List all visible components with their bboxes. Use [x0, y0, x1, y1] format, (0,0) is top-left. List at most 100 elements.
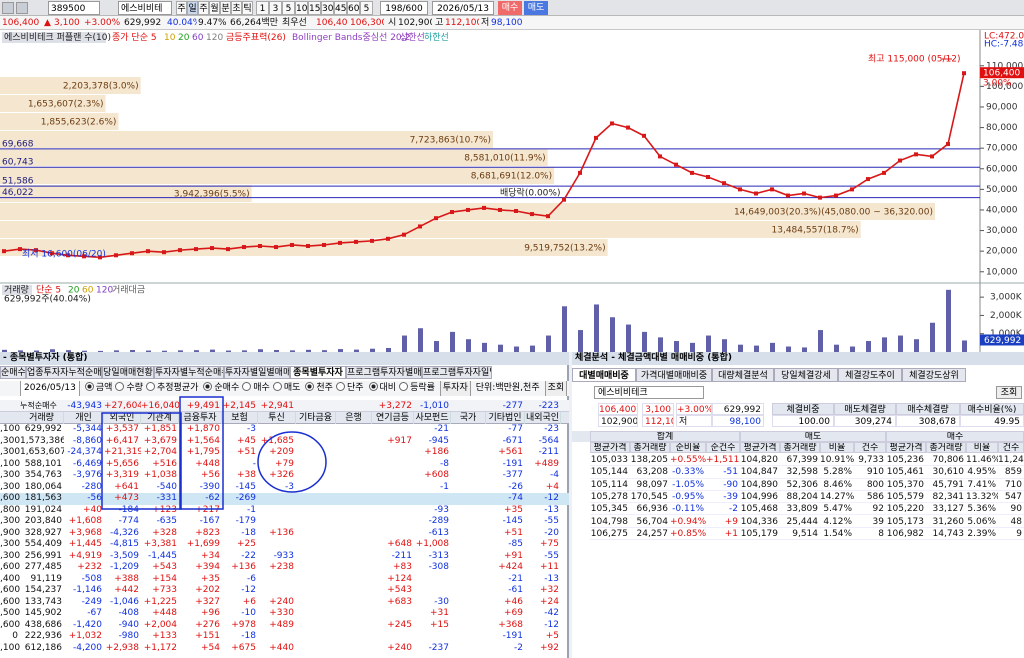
table-cell: +151	[195, 631, 220, 641]
y-tick-label: 80,000	[986, 123, 1018, 133]
interval-button[interactable]: 5	[282, 1, 295, 15]
table-cell: -613	[428, 527, 449, 538]
column-header: 건수	[998, 442, 1024, 453]
tab[interactable]: 투자자별일별매매	[224, 366, 290, 379]
code-input[interactable]: 389500	[48, 1, 100, 15]
column-header: 거래량	[20, 412, 64, 424]
radio-option[interactable]: 천주	[305, 381, 333, 396]
interval-button[interactable]: 3	[269, 1, 282, 15]
table-cell: +543	[387, 585, 412, 595]
group-header: 매수	[886, 431, 1024, 442]
period-button[interactable]: 일	[187, 1, 198, 15]
table-cell: 4.95%	[966, 467, 998, 479]
action-button[interactable]: 조회	[544, 381, 568, 396]
radio-dot[interactable]	[203, 382, 213, 391]
radio-dot[interactable]	[335, 382, 345, 391]
column-header: 외국인	[104, 412, 141, 424]
radio-option[interactable]: 단주	[335, 381, 364, 396]
table-cell: +328	[152, 527, 177, 538]
legend-item: 20	[68, 286, 80, 296]
menu-icon[interactable]	[2, 2, 14, 14]
interval-button[interactable]: 15	[308, 1, 321, 15]
tab[interactable]: 업종투자자누적순매수	[26, 366, 102, 379]
tab[interactable]: 순매수	[0, 366, 26, 379]
radio-dot[interactable]	[115, 382, 125, 391]
period-button[interactable]: 틱	[242, 1, 253, 15]
radio-label: 천주	[316, 383, 333, 393]
interval-button[interactable]: 30	[321, 1, 334, 15]
period-button[interactable]: 월	[209, 1, 220, 15]
tab[interactable]: 당일매매현황	[102, 366, 154, 379]
quote-cell: 98,100	[712, 415, 764, 427]
tab[interactable]: 투자자별누적순매수	[154, 366, 224, 379]
tab[interactable]: 대별매매비중	[572, 368, 636, 382]
table-cell: -1,420	[72, 619, 102, 630]
interval-button[interactable]: 45	[334, 1, 347, 15]
radio-dot[interactable]	[368, 382, 378, 391]
tab[interactable]: 체결강도추이	[838, 368, 902, 382]
volume-bar	[98, 350, 103, 352]
period-button[interactable]: 초	[231, 1, 242, 15]
price-candle	[98, 255, 102, 260]
tab[interactable]: 프로그램투자자일별	[422, 366, 492, 379]
volume-bar	[370, 348, 375, 352]
table-cell: -211	[391, 550, 412, 561]
period-button[interactable]: 주	[198, 1, 209, 15]
tab[interactable]: 대량체결분석	[712, 368, 774, 382]
radio-option[interactable]: 매수	[242, 381, 270, 396]
tab[interactable]: 가격대별매매비중	[636, 368, 712, 382]
stock-name[interactable]: 에스비비테	[118, 1, 172, 15]
quote-open: 102,900	[398, 18, 432, 28]
tab[interactable]: 프로그램투자자별매매	[346, 366, 422, 379]
tab[interactable]: 당일체결강세	[774, 368, 838, 382]
tab[interactable]: 체결강도상위	[902, 368, 966, 382]
interval-button[interactable]: 1	[256, 1, 269, 15]
table-cell: +34	[201, 550, 220, 561]
radio-option[interactable]: 매도	[272, 381, 300, 396]
date-input[interactable]: 2026/05/13	[20, 381, 80, 396]
table-cell: 5.47%	[820, 503, 854, 516]
buy-button[interactable]: 매수	[498, 1, 522, 15]
legend-item: 단순 5	[36, 285, 61, 296]
radio-dot[interactable]	[146, 382, 155, 391]
table-cell: +209	[269, 447, 294, 457]
radio-dot[interactable]	[399, 382, 409, 391]
radio-dot[interactable]	[84, 382, 94, 391]
interval-button[interactable]: 10	[295, 1, 308, 15]
price-candle	[658, 154, 662, 159]
name-input[interactable]: 에스비비테크	[594, 386, 704, 399]
radio-dot[interactable]	[242, 382, 252, 391]
price-candle	[162, 250, 166, 255]
radio-option[interactable]: 추정평균가	[146, 381, 198, 396]
table-cell: -10	[241, 608, 256, 618]
menu-icon[interactable]	[16, 2, 28, 14]
radio-option[interactable]: 순매수	[203, 381, 239, 396]
radio-option[interactable]: 대비	[368, 381, 396, 396]
interval-button[interactable]: 60	[347, 1, 360, 15]
radio-option[interactable]: 등락률	[399, 381, 435, 396]
radio-option[interactable]: 금액	[84, 381, 112, 396]
table-cell: -13	[544, 504, 559, 515]
total-cell: -223	[538, 401, 559, 411]
period-button[interactable]: 주	[176, 1, 187, 15]
table-cell: +2,938	[105, 642, 139, 653]
volume-bar	[738, 344, 743, 352]
radio-option[interactable]: 수량	[115, 381, 143, 396]
table-cell: 222,936	[24, 631, 62, 641]
table-cell: 105,114	[590, 479, 630, 491]
investor-button[interactable]: 투자자	[439, 381, 471, 396]
count-input[interactable]: 198/600	[380, 1, 428, 15]
table-cell: 9	[998, 528, 1024, 541]
radio-dot[interactable]	[305, 382, 315, 391]
date-input[interactable]: 2026/05/13	[432, 1, 494, 15]
interval-button[interactable]: 5	[360, 1, 373, 15]
query-button[interactable]: 조회	[996, 386, 1022, 399]
price-candle	[306, 244, 310, 249]
tab[interactable]: 종목별투자자	[290, 366, 346, 379]
radio-dot[interactable]	[272, 382, 282, 391]
sell-button[interactable]: 매도	[524, 1, 548, 15]
table-cell: +5	[545, 631, 559, 641]
level-label: 69,668	[2, 139, 34, 149]
price-candle	[946, 142, 950, 147]
period-button[interactable]: 분	[220, 1, 231, 15]
